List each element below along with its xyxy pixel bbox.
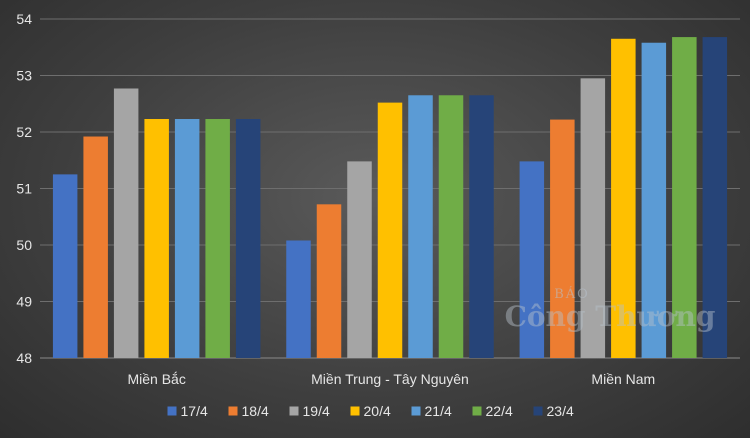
bar bbox=[580, 78, 606, 358]
x-category-label: Miền Trung - Tây Nguyên bbox=[311, 371, 469, 387]
bar bbox=[702, 37, 728, 359]
legend-label: 20/4 bbox=[364, 403, 391, 419]
bar bbox=[113, 88, 139, 359]
legend-item: 18/4 bbox=[228, 403, 269, 419]
bar bbox=[519, 161, 545, 358]
x-category-label: Miền Bắc bbox=[127, 371, 185, 387]
x-category-label: Miền Nam bbox=[591, 371, 655, 387]
bar bbox=[286, 240, 311, 358]
y-tick-label: 49 bbox=[16, 294, 32, 310]
legend-label: 17/4 bbox=[181, 403, 208, 419]
legend-item: 21/4 bbox=[411, 403, 452, 419]
bar bbox=[205, 119, 230, 358]
legend-label: 22/4 bbox=[486, 403, 513, 419]
bar bbox=[316, 204, 342, 358]
bar bbox=[672, 37, 697, 359]
x-axis: Miền Bắc Miền Trung - Tây Nguyên Miền Nam bbox=[127, 371, 655, 387]
legend-label: 19/4 bbox=[303, 403, 330, 419]
y-tick-label: 48 bbox=[16, 350, 32, 366]
bar bbox=[52, 174, 78, 358]
bar bbox=[174, 119, 200, 358]
watermark-top-text: BÁO bbox=[554, 286, 590, 302]
legend-swatch bbox=[350, 406, 360, 416]
bar bbox=[83, 136, 108, 358]
legend-swatch bbox=[533, 406, 543, 416]
legend-item: 20/4 bbox=[350, 403, 391, 419]
legend-swatch bbox=[228, 406, 238, 416]
bar bbox=[408, 95, 433, 359]
y-axis: 48 49 50 51 52 53 54 bbox=[16, 11, 32, 366]
legend: 17/4 18/4 19/4 20/4 21/4 22/4 23/4 bbox=[167, 403, 574, 419]
y-tick-label: 51 bbox=[16, 181, 32, 197]
watermark-logo: BÁO Công Thương bbox=[505, 286, 716, 333]
legend-swatch bbox=[472, 406, 482, 416]
legend-label: 18/4 bbox=[242, 403, 269, 419]
legend-item: 23/4 bbox=[533, 403, 574, 419]
bar bbox=[144, 119, 169, 358]
y-tick-label: 50 bbox=[16, 237, 32, 253]
bars bbox=[52, 37, 728, 359]
bar bbox=[235, 119, 261, 358]
bar bbox=[438, 95, 464, 359]
bar bbox=[611, 38, 636, 359]
bar bbox=[377, 102, 403, 359]
legend-swatch bbox=[411, 406, 421, 416]
legend-swatch bbox=[167, 406, 177, 416]
y-tick-label: 54 bbox=[16, 11, 32, 27]
bar bbox=[550, 119, 575, 358]
bar bbox=[347, 161, 372, 358]
legend-swatch bbox=[289, 406, 299, 416]
legend-item: 17/4 bbox=[167, 403, 208, 419]
y-tick-label: 53 bbox=[16, 68, 32, 84]
legend-label: 21/4 bbox=[425, 403, 452, 419]
legend-item: 19/4 bbox=[289, 403, 330, 419]
bar bbox=[469, 95, 494, 359]
y-tick-label: 52 bbox=[16, 124, 32, 140]
watermark-main-text: Công Thương bbox=[505, 300, 716, 333]
legend-item: 22/4 bbox=[472, 403, 513, 419]
legend-label: 23/4 bbox=[547, 403, 574, 419]
bar bbox=[641, 42, 667, 358]
